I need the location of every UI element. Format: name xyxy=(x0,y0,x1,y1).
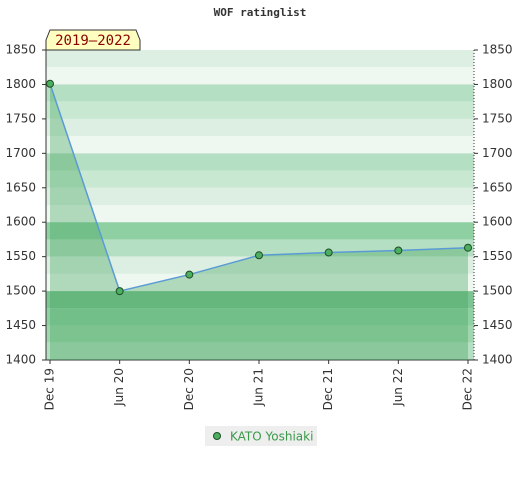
band xyxy=(46,291,474,309)
band xyxy=(46,170,474,188)
y-tick-label: 1850 xyxy=(5,43,36,57)
chart-title: WOF ratinglist xyxy=(214,6,307,19)
x-tick-label: Jun 20 xyxy=(112,368,126,407)
y-tick-label: 1650 xyxy=(5,180,36,194)
point xyxy=(255,251,263,260)
band xyxy=(46,205,474,223)
legend-box xyxy=(205,426,317,446)
band xyxy=(46,136,474,154)
point xyxy=(324,248,333,257)
y-tick-label: 1500 xyxy=(5,284,36,298)
band xyxy=(46,50,474,68)
y-tick-label-right: 1600 xyxy=(482,215,513,229)
point xyxy=(185,270,194,279)
y-tick-label: 1700 xyxy=(5,146,36,160)
y-tick-label-right: 1750 xyxy=(482,111,513,125)
y-tick-label-right: 1800 xyxy=(482,77,513,91)
x-tick-label: Dec 19 xyxy=(43,368,57,410)
y-tick-label-right: 1550 xyxy=(482,249,513,263)
point xyxy=(394,246,403,255)
badge: 2019–2022 xyxy=(55,33,131,49)
y-tick-label-right: 1850 xyxy=(482,43,513,57)
band xyxy=(46,118,474,137)
y-tick-label: 1600 xyxy=(5,215,36,229)
y-tick-label: 1450 xyxy=(5,318,36,332)
y-tick-label-right: 1700 xyxy=(482,146,513,160)
y-tick-label: 1400 xyxy=(5,353,36,367)
band xyxy=(46,153,474,171)
point xyxy=(46,79,54,88)
band xyxy=(46,325,474,343)
y-tick-label-right: 1500 xyxy=(482,284,513,298)
band xyxy=(46,342,474,360)
band xyxy=(46,308,474,326)
y-tick-label-right: 1400 xyxy=(482,353,513,367)
legend-marker xyxy=(213,432,221,440)
band xyxy=(46,273,474,292)
band xyxy=(46,101,474,119)
band xyxy=(46,67,474,85)
point xyxy=(115,287,124,296)
y-tick-label: 1750 xyxy=(5,111,36,125)
band xyxy=(46,256,474,274)
x-tick-label: Dec 20 xyxy=(182,368,196,410)
band xyxy=(46,84,474,102)
y-tick-label: 1800 xyxy=(5,77,36,91)
point xyxy=(464,243,472,252)
legend-label: KATO Yoshiaki xyxy=(230,430,313,444)
band xyxy=(46,222,474,240)
area xyxy=(50,83,468,360)
band xyxy=(46,187,474,205)
x-tick-label: Dec 21 xyxy=(321,368,335,410)
x-tick-label: Jun 21 xyxy=(252,368,266,407)
y-tick-label-right: 1650 xyxy=(482,180,513,194)
y-tick-label-right: 1450 xyxy=(482,318,513,332)
x-tick-label: Dec 22 xyxy=(461,368,475,410)
y-tick-label: 1550 xyxy=(5,249,36,263)
band xyxy=(46,239,474,257)
x-tick-label: Jun 22 xyxy=(391,368,405,407)
